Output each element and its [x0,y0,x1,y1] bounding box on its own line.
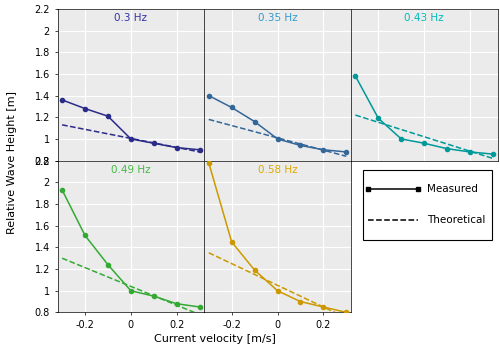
Text: Relative Wave Height [m]: Relative Wave Height [m] [8,91,18,234]
Text: 0.35 Hz: 0.35 Hz [258,13,298,23]
Text: Theoretical: Theoretical [427,215,486,225]
Text: 0.3 Hz: 0.3 Hz [114,13,148,23]
Text: 0.58 Hz: 0.58 Hz [258,165,298,175]
Text: 0.49 Hz: 0.49 Hz [111,165,150,175]
Text: Current velocity [m/s]: Current velocity [m/s] [154,334,276,344]
Text: Measured: Measured [427,184,478,194]
Text: 0.43 Hz: 0.43 Hz [404,13,444,23]
